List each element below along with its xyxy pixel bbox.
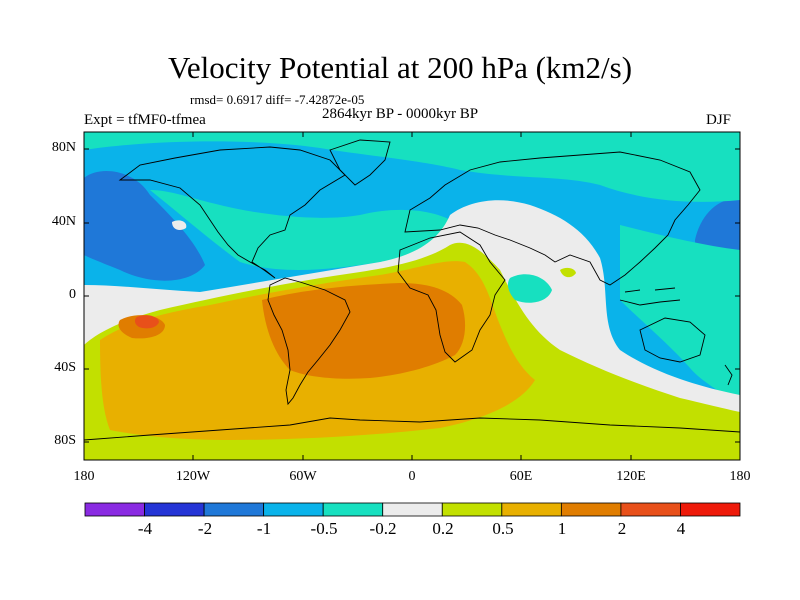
colorbar-label: 0.2 — [432, 519, 454, 538]
colorbar-swatch — [263, 502, 324, 517]
colorbar-swatch — [560, 502, 622, 517]
region-m02-north — [84, 132, 740, 202]
colorbar-swatch — [322, 502, 384, 517]
coast-eurasia — [404, 151, 701, 286]
lat-label: 0 — [69, 287, 76, 302]
colorbar-label: 4 — [676, 519, 686, 538]
coast-south-america — [267, 277, 351, 406]
colorbar-swatch — [441, 502, 503, 517]
contour-field — [84, 132, 740, 460]
lon-label: 120W — [175, 469, 211, 484]
colorbar-label: -1 — [256, 519, 272, 538]
colorbar — [84, 502, 741, 517]
lon-label: 60E — [509, 469, 533, 484]
colorbar-label: -2 — [197, 519, 213, 538]
colorbar-label: -0.5 — [310, 519, 338, 538]
colorbar-swatch — [680, 502, 741, 517]
lon-label: 120E — [616, 469, 646, 484]
lon-label: 180 — [729, 469, 751, 484]
colorbar-swatch — [144, 502, 205, 517]
region-zero-pacific-dot — [172, 220, 187, 230]
experiment-label: Expt = tfMF0-tfmea — [84, 112, 206, 128]
colorbar-label: 1 — [557, 519, 567, 538]
chart-title: Velocity Potential at 200 hPa (km2/s) — [167, 50, 633, 85]
axis-ticks — [83, 132, 741, 460]
region-p1-south-atlantic — [262, 283, 466, 379]
coast-australia — [639, 317, 706, 363]
coast-indonesia — [619, 287, 681, 306]
coast-greenland — [329, 139, 391, 186]
lon-label: 0 — [408, 469, 416, 484]
coast-africa — [397, 231, 506, 363]
coast-new-zealand — [724, 364, 733, 386]
lat-label: 40S — [54, 360, 76, 375]
lat-label: 80N — [51, 140, 76, 155]
colorbar-label: 2 — [617, 519, 627, 538]
colorbar-swatch — [84, 502, 145, 517]
region-m02-americas — [150, 190, 460, 270]
lon-label: 180 — [73, 469, 95, 484]
coast-north-america — [118, 146, 346, 279]
region-m1-pacific — [84, 171, 205, 281]
lat-label: 40N — [51, 214, 76, 229]
stats-text: rmsd= 0.6917 diff= -7.42872e-05 — [190, 92, 365, 107]
colorbar-swatch — [203, 502, 265, 517]
lat-label: 80S — [54, 433, 76, 448]
season-label: DJF — [706, 112, 732, 128]
colorbar-swatch — [382, 502, 443, 517]
region-p2-east-pacific — [134, 315, 159, 329]
region-p02-india — [560, 267, 576, 278]
colorbar-label: -4 — [137, 519, 153, 538]
coast-antarctica — [83, 417, 741, 441]
region-m02-arabian — [507, 274, 552, 303]
colorbar-label: -0.2 — [369, 519, 397, 538]
lon-label: 60W — [289, 469, 317, 484]
region-m02-east — [620, 225, 740, 405]
coastlines — [83, 139, 741, 441]
period-text: 2864kyr BP - 0000kyr BP — [322, 106, 479, 122]
colorbar-label: 0.5 — [492, 519, 514, 538]
colorbar-swatch — [501, 502, 562, 517]
colorbar-swatch — [620, 502, 681, 517]
